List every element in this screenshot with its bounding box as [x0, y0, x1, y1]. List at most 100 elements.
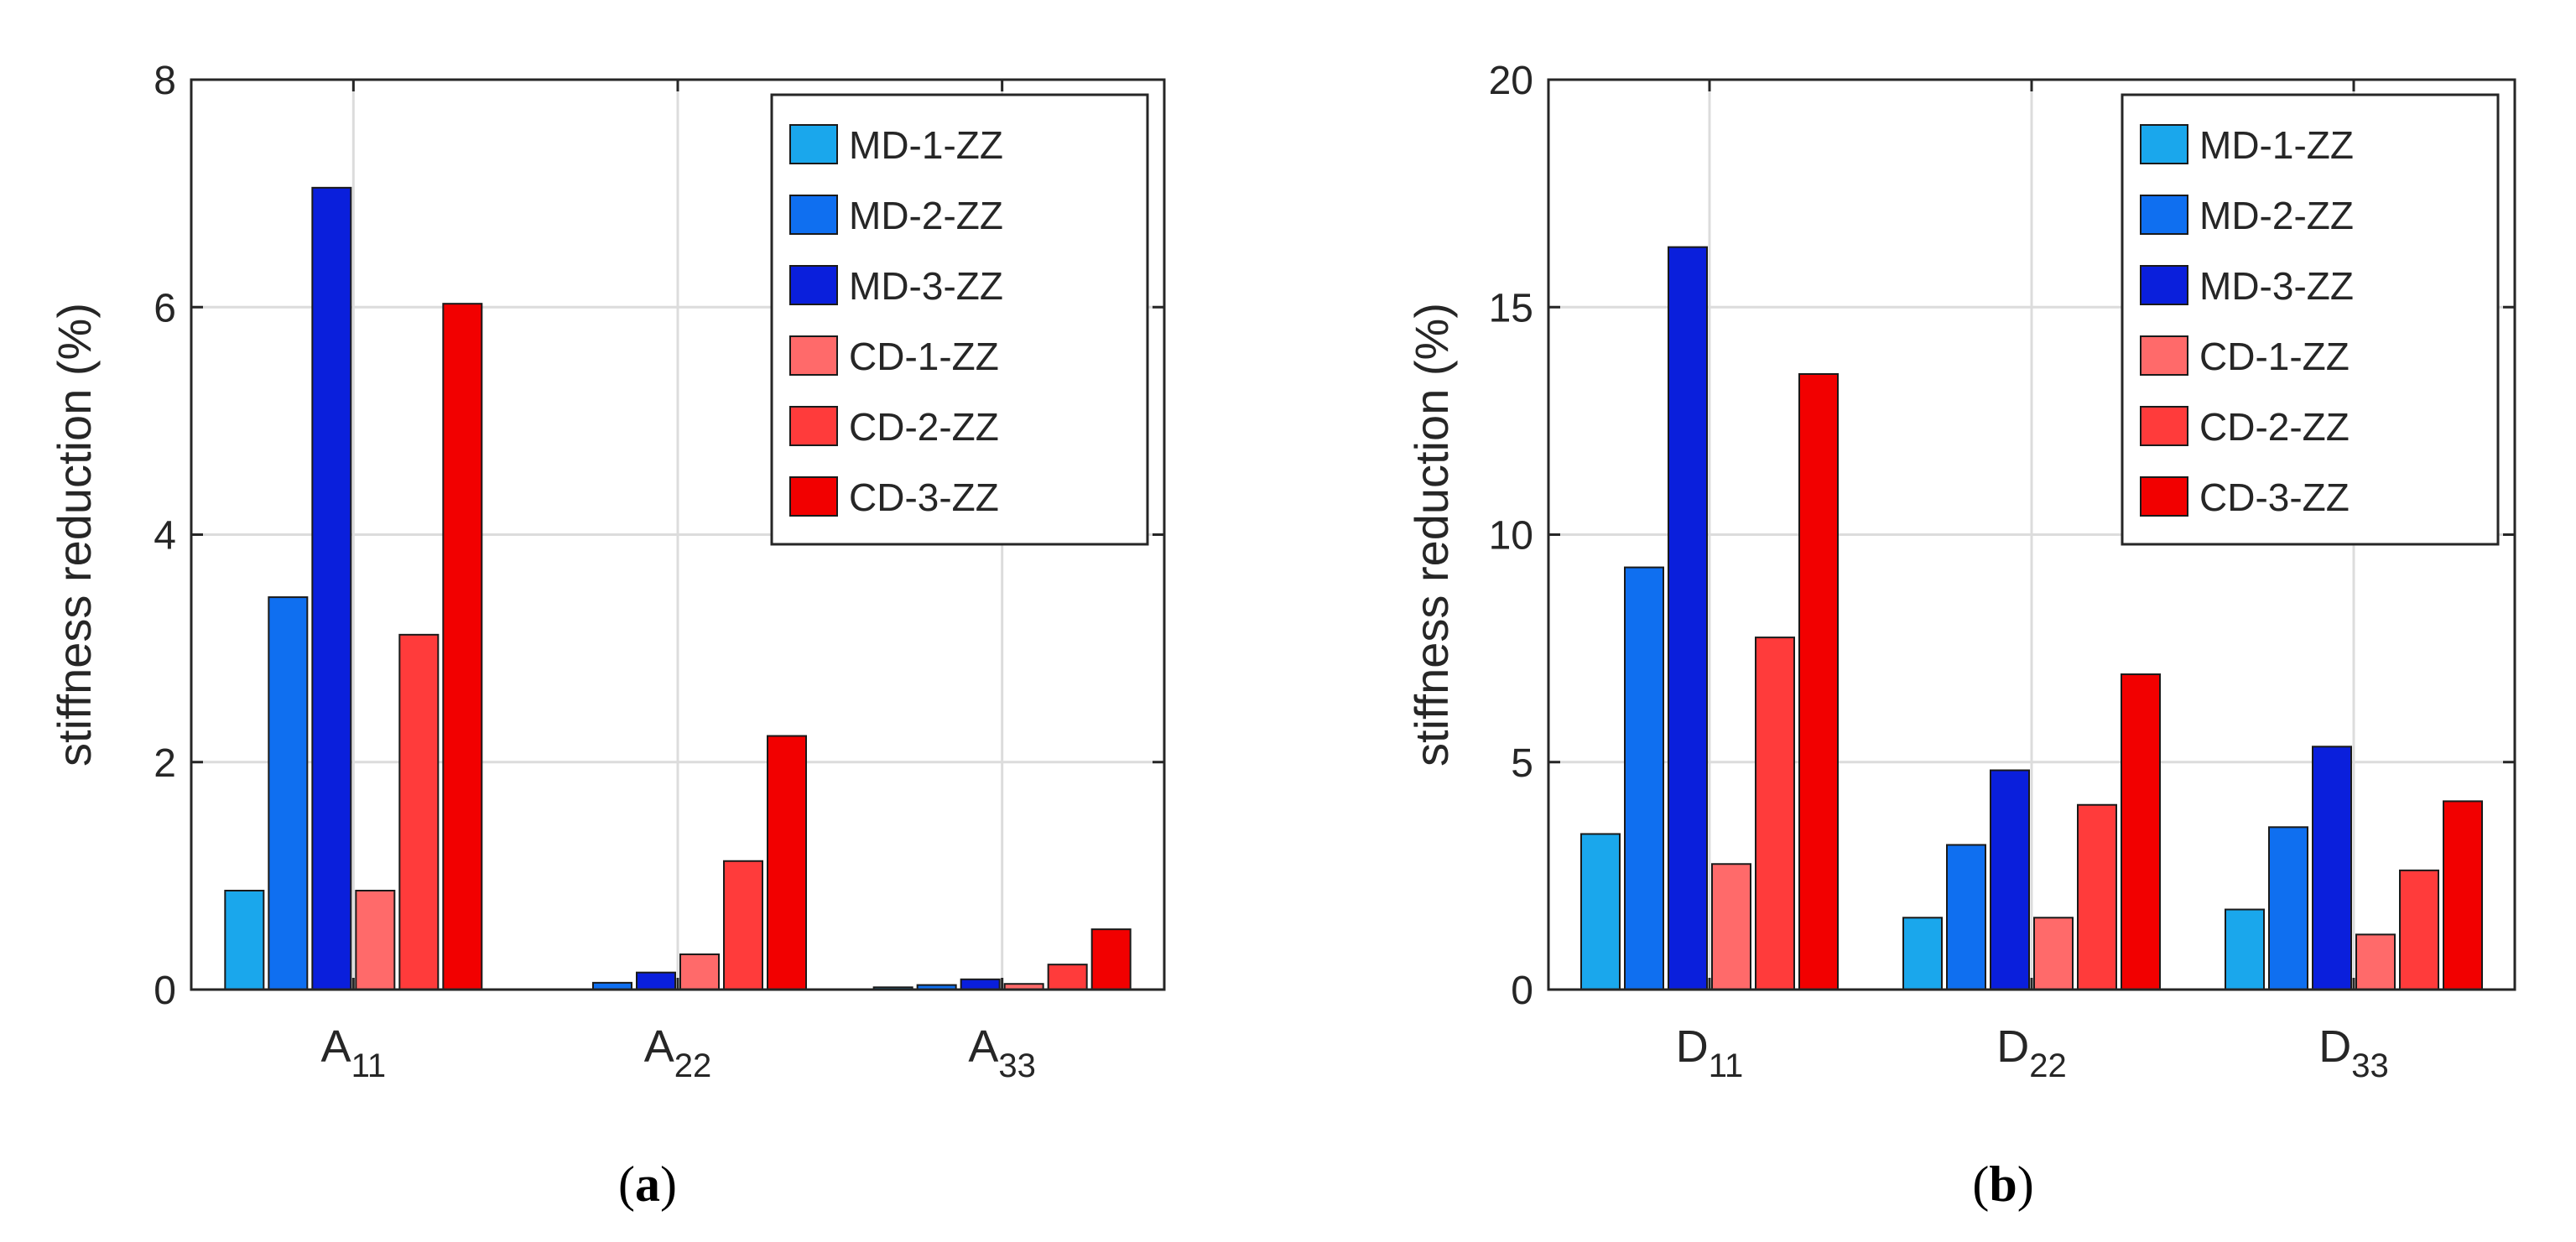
x-tick-label-main: D [1996, 1021, 2029, 1072]
legend-swatch [789, 476, 838, 517]
bar-cd-3-zz-d33 [2443, 800, 2483, 991]
bar-cd-1-zz-a22 [679, 953, 720, 991]
bars [1580, 246, 2483, 991]
x-tick-label-subscript: 33 [2351, 1047, 2389, 1084]
legend-entry: MD-3-ZZ [2199, 264, 2354, 308]
bar-cd-2-zz-d11 [1755, 637, 1795, 990]
x-tick-label-subscript: 33 [998, 1047, 1036, 1084]
legend-swatch [2140, 335, 2188, 376]
legend-swatch [2140, 476, 2188, 517]
bar-cd-2-zz-d33 [2399, 869, 2439, 990]
bar-md-3-zz-a22 [636, 971, 676, 990]
legend-box [2121, 93, 2500, 546]
panel-label: (b) [1972, 1156, 2033, 1212]
legend-swatch [789, 335, 838, 376]
legend-entry: MD-2-ZZ [849, 194, 1003, 237]
bar-cd-3-zz-a11 [442, 303, 483, 990]
x-tick-label-main: D [2318, 1021, 2351, 1072]
x-tick-label: A33 [968, 1021, 1036, 1084]
legend-entry: CD-2-ZZ [2199, 405, 2350, 449]
x-tick-label: A22 [644, 1021, 712, 1084]
bar-md-3-zz-d11 [1668, 246, 1708, 990]
bar-md-3-zz-a33 [960, 978, 1001, 990]
bar-md-2-zz-a11 [268, 596, 309, 990]
legend-entry: MD-1-ZZ [2199, 123, 2354, 167]
x-tick-label-subscript: 11 [1709, 1047, 1744, 1084]
legend-swatch [2140, 195, 2188, 235]
y-tick-label: 0 [154, 969, 176, 1013]
x-tick-label-subscript: 22 [2029, 1047, 2067, 1084]
legend-entry: MD-1-ZZ [849, 123, 1003, 167]
y-axis: 0 2 4 6 8 [154, 59, 1164, 1013]
legend-entry: CD-3-ZZ [2199, 475, 2350, 519]
legend-entry: MD-2-ZZ [2199, 194, 2354, 237]
y-tick-label: 8 [154, 59, 176, 103]
x-tick-label-subscript: 22 [674, 1047, 712, 1084]
y-axis-label: stiffness reduction (%) [1405, 303, 1458, 767]
y-tick-label: 4 [154, 514, 176, 559]
x-tick-label: D22 [1996, 1021, 2067, 1084]
legend: MD-1-ZZ MD-2-ZZ MD-3-ZZ CD-1-ZZ CD-2-ZZ CD-3-… [770, 93, 1149, 546]
bar-cd-2-zz-a11 [398, 633, 440, 990]
y-tick-label: 20 [1489, 59, 1533, 103]
y-tick-label: 0 [1511, 969, 1533, 1013]
bar-cd-3-zz-d11 [1798, 372, 1839, 990]
bar-cd-1-zz-a11 [355, 890, 396, 990]
bar-cd-1-zz-d11 [1711, 863, 1751, 991]
bar-md-1-zz-d11 [1580, 833, 1621, 991]
bar-md-2-zz-d33 [2268, 826, 2308, 991]
legend-entry: CD-1-ZZ [849, 335, 999, 378]
legend-swatch [2140, 406, 2188, 446]
bar-cd-1-zz-d22 [2033, 917, 2074, 991]
panel-label-letter: b [1989, 1156, 2017, 1212]
bar-cd-3-zz-a22 [767, 735, 807, 991]
bar-cd-2-zz-d22 [2077, 803, 2117, 990]
bar-md-1-zz-d33 [2225, 908, 2265, 991]
bar-md-2-zz-d22 [1946, 844, 1986, 990]
panel-label: (a) [618, 1156, 677, 1212]
x-tick-label-subscript: 11 [351, 1047, 387, 1084]
y-axis: 0 5 10 15 20 [1489, 59, 2515, 1013]
legend-swatch [789, 265, 838, 305]
legend: MD-1-ZZ MD-2-ZZ MD-3-ZZ CD-1-ZZ CD-2-ZZ CD-3-… [2121, 93, 2500, 546]
y-tick-label: 2 [154, 741, 176, 786]
legend-box [770, 93, 1149, 546]
x-tick-label-main: A [968, 1021, 998, 1072]
panel-label-close: ) [2017, 1156, 2034, 1212]
bar-cd-2-zz-a22 [723, 860, 763, 991]
x-tick-label-main: A [644, 1021, 674, 1072]
x-axis: A11 A22 A33 [321, 80, 1036, 1084]
y-axis-label: stiffness reduction (%) [48, 303, 101, 767]
bar-md-1-zz-d22 [1902, 917, 1943, 991]
x-axis: D11 D22 D33 [1676, 80, 2389, 1084]
x-tick-label-main: A [321, 1021, 351, 1072]
bar-cd-3-zz-a33 [1090, 928, 1132, 991]
legend-entry: MD-3-ZZ [849, 264, 1003, 308]
bar-cd-3-zz-d22 [2121, 673, 2161, 990]
x-tick-label: D11 [1676, 1021, 1744, 1084]
bars [224, 186, 1132, 991]
legend-entry: CD-3-ZZ [849, 475, 999, 519]
x-tick-label: A11 [321, 1021, 387, 1084]
legend-swatch [2140, 265, 2188, 305]
legend-swatch [789, 406, 838, 446]
bar-md-1-zz-a11 [224, 890, 265, 990]
panel-label-letter: a [635, 1156, 660, 1212]
bar-md-2-zz-d11 [1624, 566, 1664, 990]
y-tick-label: 15 [1489, 286, 1533, 330]
y-tick-label: 6 [154, 286, 176, 330]
legend-entry: CD-1-ZZ [2199, 335, 2350, 378]
bar-cd-1-zz-d33 [2355, 933, 2396, 991]
bar-md-3-zz-d22 [1990, 769, 2030, 990]
x-tick-label-main: D [1676, 1021, 1709, 1072]
legend-swatch [2140, 124, 2188, 164]
panel-label-close: ) [660, 1156, 677, 1212]
y-tick-label: 10 [1489, 514, 1533, 559]
y-tick-label: 5 [1511, 741, 1533, 786]
x-tick-label: D33 [2318, 1021, 2389, 1084]
panel-label-open: ( [618, 1156, 635, 1212]
bar-cd-2-zz-a33 [1047, 964, 1088, 990]
